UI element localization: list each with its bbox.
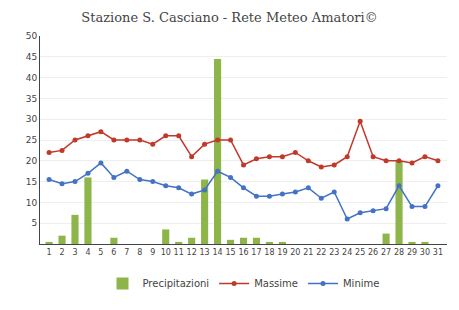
- svg-text:18: 18: [264, 248, 274, 257]
- svg-text:6: 6: [111, 248, 116, 257]
- svg-text:Massime: Massime: [254, 278, 298, 289]
- svg-text:Stazione S. Casciano - Rete Me: Stazione S. Casciano - Rete Meteo Amator…: [81, 10, 377, 25]
- svg-text:Precipitazioni: Precipitazioni: [143, 278, 210, 289]
- svg-text:11: 11: [174, 248, 184, 257]
- svg-text:8: 8: [137, 248, 142, 257]
- svg-text:30: 30: [26, 114, 38, 124]
- svg-text:20: 20: [290, 248, 300, 257]
- svg-text:21: 21: [303, 248, 313, 257]
- svg-text:3: 3: [72, 248, 77, 257]
- svg-text:24: 24: [342, 248, 352, 257]
- svg-text:22: 22: [316, 248, 326, 257]
- svg-text:9: 9: [150, 248, 155, 257]
- svg-text:25: 25: [26, 135, 37, 145]
- svg-text:28: 28: [394, 248, 404, 257]
- svg-text:15: 15: [26, 177, 37, 187]
- svg-text:16: 16: [238, 248, 248, 257]
- svg-text:19: 19: [277, 248, 287, 257]
- svg-text:50: 50: [26, 31, 38, 41]
- svg-text:5: 5: [31, 218, 37, 228]
- svg-text:45: 45: [26, 52, 37, 62]
- svg-text:35: 35: [26, 94, 37, 104]
- svg-text:7: 7: [124, 248, 129, 257]
- svg-text:20: 20: [26, 156, 38, 166]
- svg-text:14: 14: [212, 248, 222, 257]
- svg-text:25: 25: [355, 248, 365, 257]
- svg-text:15: 15: [225, 248, 235, 257]
- svg-text:13: 13: [200, 248, 210, 257]
- svg-text:23: 23: [329, 248, 339, 257]
- svg-text:40: 40: [26, 73, 38, 83]
- svg-text:2: 2: [59, 248, 64, 257]
- svg-text:10: 10: [26, 198, 38, 208]
- svg-text:27: 27: [381, 248, 391, 257]
- svg-text:Minime: Minime: [343, 278, 379, 289]
- svg-text:31: 31: [433, 248, 443, 257]
- svg-text:1: 1: [47, 248, 52, 257]
- svg-text:10: 10: [161, 248, 171, 257]
- svg-text:5: 5: [98, 248, 103, 257]
- svg-text:12: 12: [187, 248, 197, 257]
- svg-text:26: 26: [368, 248, 378, 257]
- svg-text:30: 30: [420, 248, 430, 257]
- svg-text:4: 4: [85, 248, 90, 257]
- svg-text:29: 29: [407, 248, 417, 257]
- svg-text:17: 17: [251, 248, 261, 257]
